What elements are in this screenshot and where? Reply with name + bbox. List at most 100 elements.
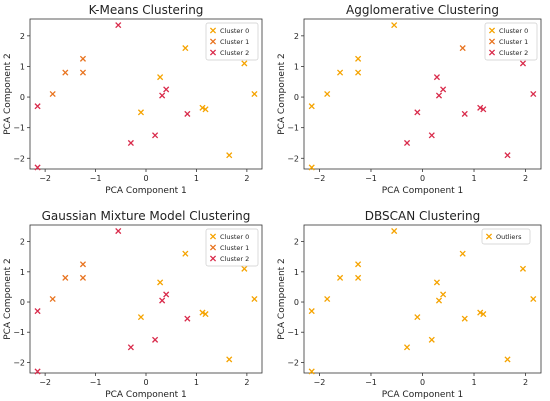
data-point	[251, 90, 258, 98]
data-point	[241, 265, 248, 272]
y-tick-label: 2	[20, 32, 25, 41]
y-tick-label: 0	[294, 298, 299, 307]
data-point	[152, 132, 159, 139]
data-point	[403, 344, 411, 351]
x-tick-label: −2	[39, 174, 51, 183]
legend-label: Cluster 1	[220, 244, 249, 252]
data-point	[159, 297, 166, 304]
data-point	[459, 250, 466, 257]
y-tick-label: −1	[287, 328, 299, 337]
y-tick-label: 0	[20, 93, 25, 102]
data-point	[34, 308, 41, 315]
data-point	[477, 104, 484, 111]
legend-marker	[209, 255, 217, 262]
x-tick-label: 2	[244, 174, 249, 183]
data-point	[461, 315, 468, 322]
y-axis-label: PCA Component 2	[277, 258, 287, 340]
data-point	[199, 309, 206, 316]
y-tick-label: 1	[294, 62, 299, 71]
x-tick-label: 2	[523, 378, 528, 387]
y-tick-label: −1	[287, 124, 299, 133]
chart-panel-1: K-Means Clustering −2 −1 0 1 2 −2 −1 0 1 2 PCA Comp…	[3, 3, 263, 196]
chart-panel-2: Agglomerative Clustering −2 −1 0 1 2 −2 −1 0 1 2 PC…	[277, 3, 542, 196]
data-point	[49, 295, 56, 303]
y-tick-label: 1	[20, 62, 25, 71]
data-point	[137, 314, 145, 321]
chart-title: Agglomerative Clustering	[346, 3, 499, 17]
legend-label: Cluster 2	[220, 255, 249, 263]
x-tick-label: −2	[314, 378, 326, 387]
data-point	[127, 344, 134, 351]
data-point	[519, 265, 527, 272]
legend-marker	[209, 38, 217, 45]
data-point	[127, 139, 134, 147]
x-tick-label: −1	[365, 378, 377, 387]
data-point	[337, 69, 344, 76]
data-point	[504, 152, 511, 159]
legend-label: Cluster 0	[220, 233, 249, 241]
legend: Cluster 0 Cluster 1 Cluster 2	[205, 22, 259, 61]
data-point	[403, 139, 411, 147]
data-point	[324, 90, 331, 98]
data-point	[163, 86, 170, 93]
data-point	[157, 74, 164, 81]
chart-panel-4: DBSCAN Clustering −2 −1 0 1 2 −2 −1 0 1 2 PCA Compo…	[277, 209, 542, 400]
x-tick-label: −1	[90, 174, 102, 183]
y-tick-label: −2	[287, 358, 299, 367]
data-point	[355, 261, 362, 268]
chart-title: DBSCAN Clustering	[365, 209, 480, 223]
legend-label: Cluster 2	[220, 49, 249, 57]
data-point	[355, 55, 362, 62]
data-point	[137, 109, 145, 116]
x-tick-label: −1	[90, 378, 102, 387]
chart-title: K-Means Clustering	[89, 3, 204, 17]
data-point	[157, 279, 164, 286]
data-point	[152, 336, 159, 343]
data-point	[226, 152, 233, 159]
y-tick-label: 0	[294, 93, 299, 102]
y-tick-label: 0	[20, 298, 25, 307]
x-tick-label: 2	[244, 378, 249, 387]
x-tick-label: −2	[39, 378, 51, 387]
data-point	[184, 315, 191, 322]
data-point	[182, 250, 189, 257]
y-tick-label: 1	[294, 268, 299, 277]
data-point	[433, 74, 440, 81]
y-axis-label: PCA Component 2	[277, 53, 287, 135]
x-tick-label: 1	[194, 174, 199, 183]
legend-marker	[209, 244, 217, 251]
legend-marker	[485, 233, 493, 240]
y-tick-label: −2	[13, 154, 25, 163]
data-point	[519, 60, 527, 67]
y-axis-label: PCA Component 2	[3, 258, 13, 340]
data-point	[308, 368, 315, 375]
data-point	[79, 55, 87, 62]
data-point	[428, 132, 435, 139]
data-point	[251, 295, 258, 303]
y-axis-label: PCA Component 2	[3, 53, 13, 135]
x-tick-label: 0	[143, 378, 148, 387]
legend-label: Outliers	[496, 233, 522, 241]
data-point	[62, 274, 69, 281]
x-tick-label: 0	[420, 174, 425, 183]
x-tick-label: 2	[523, 174, 528, 183]
legend-marker	[209, 49, 217, 56]
data-point	[241, 60, 248, 67]
data-point	[308, 164, 315, 171]
y-tick-label: −2	[13, 358, 25, 367]
data-point	[226, 356, 233, 363]
data-point	[355, 274, 362, 281]
data-point	[504, 356, 511, 363]
data-point	[308, 103, 315, 110]
legend-box	[484, 22, 538, 61]
legend-label: Cluster 0	[499, 27, 528, 35]
data-point	[461, 110, 468, 117]
data-point	[477, 309, 484, 316]
data-point	[79, 274, 87, 281]
data-point	[480, 311, 487, 318]
legend: Cluster 0 Cluster 1 Cluster 2	[484, 22, 538, 61]
legend-box	[481, 228, 531, 245]
data-point	[440, 86, 447, 93]
data-point	[34, 368, 41, 375]
y-tick-label: −1	[13, 328, 25, 337]
